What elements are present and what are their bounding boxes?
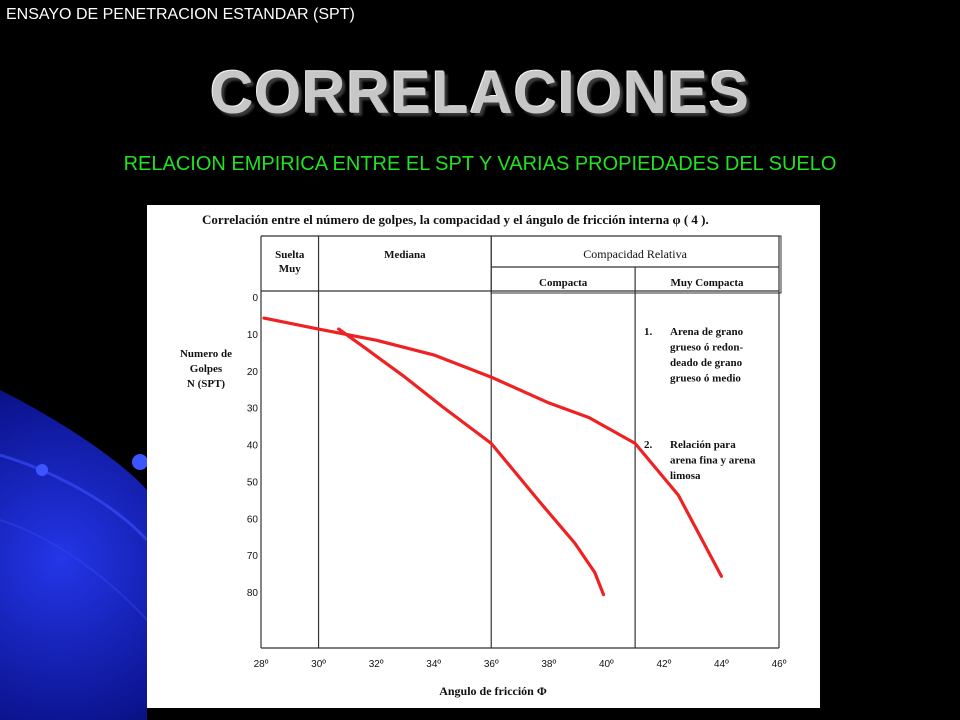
x-tick-label: 34º	[426, 659, 441, 670]
note-text: Relación para	[670, 439, 736, 451]
y-axis-label: N (SPT)	[187, 378, 226, 390]
y-tick-label: 10	[247, 330, 259, 341]
y-tick-label: 70	[247, 551, 259, 562]
x-tick-label: 46º	[772, 659, 787, 670]
y-tick-label: 80	[247, 588, 259, 599]
note-text: grueso ó medio	[670, 373, 741, 385]
x-axis-label: Angulo de fricción Φ	[439, 684, 547, 698]
chart-title: Correlación entre el número de golpes, l…	[202, 212, 709, 227]
y-axis-label: Numero de	[180, 348, 232, 360]
slide-subtitle: RELACION EMPIRICA ENTRE EL SPT Y VARIAS …	[123, 153, 837, 175]
y-tick-label: 40	[247, 441, 259, 452]
x-tick-label: 40º	[599, 659, 614, 670]
slide-header: ENSAYO DE PENETRACION ESTANDAR (SPT)	[6, 6, 355, 23]
y-tick-label: 20	[247, 367, 259, 378]
y-axis-label: Golpes	[190, 363, 223, 375]
note-text: Arena de grano	[670, 326, 744, 338]
x-tick-label: 44º	[714, 659, 729, 670]
x-tick-label: 30º	[311, 659, 326, 670]
zone-label: Suelta	[275, 249, 305, 261]
y-tick-label: 0	[252, 293, 258, 304]
blue-dot-decoration	[132, 454, 148, 470]
note-text: deado de grano	[670, 357, 743, 369]
note-text: grueso ó redon-	[670, 342, 743, 354]
header-relative-label: Compacidad Relativa	[583, 247, 687, 261]
zone-label: Muy Compacta	[671, 277, 745, 289]
x-tick-label: 36º	[484, 659, 499, 670]
x-tick-label: 42º	[656, 659, 671, 670]
zone-label: Mediana	[384, 249, 426, 261]
zone-label: Compacta	[539, 277, 588, 289]
y-tick-label: 50	[247, 477, 259, 488]
y-tick-label: 60	[247, 514, 259, 525]
series-line-curve2	[337, 327, 606, 597]
header-box-outline	[490, 235, 782, 294]
x-tick-label: 28º	[254, 659, 269, 670]
note-number: 2.	[644, 439, 653, 451]
blue-dot-decoration	[36, 464, 48, 476]
note-number: 1.	[644, 326, 653, 338]
correlation-chart: Correlación entre el número de golpes, l…	[147, 205, 820, 708]
blue-arc-decoration	[0, 519, 148, 621]
x-tick-label: 32º	[369, 659, 384, 670]
y-tick-label: 30	[247, 404, 259, 415]
note-text: arena fina y arena	[670, 455, 756, 467]
blue-arc-decoration	[0, 453, 149, 542]
x-tick-label: 38º	[541, 659, 556, 670]
slide-title: CORRELACIONES	[210, 59, 750, 126]
note-text: limosa	[670, 470, 701, 482]
zone-label: Muy	[279, 263, 302, 275]
